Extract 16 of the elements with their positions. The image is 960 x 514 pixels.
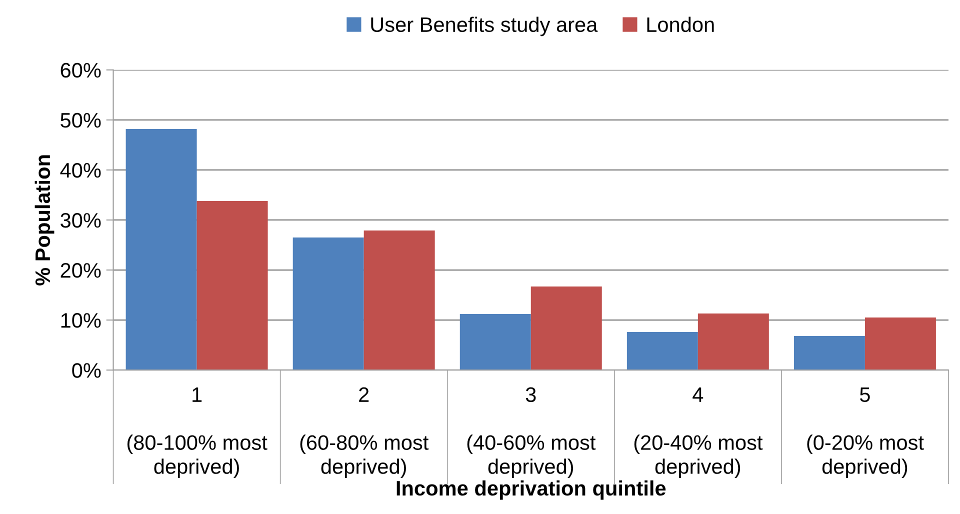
category-label: 1 (80-100% most deprived) [127, 388, 268, 478]
x-axis-title: Income deprivation quintile [396, 480, 666, 500]
y-tick-label: 40% [60, 162, 101, 178]
category-label: 5 (0-20% most deprived) [807, 388, 924, 478]
y-axis-title: % Population [34, 155, 54, 286]
legend-label: London [647, 16, 714, 32]
y-tick-label: 0% [72, 363, 101, 378]
category-label: 4 (20-40% most deprived) [634, 388, 763, 478]
y-tick-label: 20% [60, 263, 101, 278]
y-tick-label: 30% [60, 212, 101, 228]
category-label: 3 (40-60% most deprived) [467, 387, 596, 478]
y-tick-label: 10% [61, 313, 101, 328]
category-label: 2 (60-80% most deprived) [300, 387, 429, 478]
y-tick-label: 50% [60, 112, 101, 128]
legend-label: User Benefits study area [371, 16, 598, 36]
y-tick-label: 60% [60, 62, 101, 78]
